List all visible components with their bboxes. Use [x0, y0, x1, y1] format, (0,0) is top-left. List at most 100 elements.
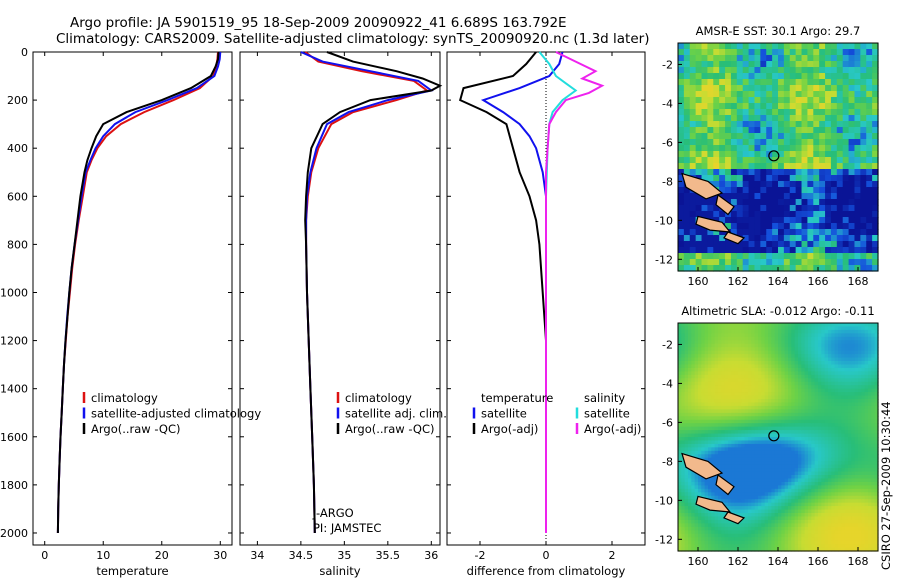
heatmap-cell	[790, 133, 796, 140]
heatmap-cell	[843, 175, 849, 182]
heatmap-cell	[749, 127, 755, 134]
heatmap-cell	[766, 193, 772, 200]
heatmap-cell	[707, 151, 713, 158]
heatmap-cell	[813, 193, 819, 200]
heatmap-cell	[796, 115, 802, 122]
heatmap-cell	[813, 157, 819, 164]
heatmap-cell	[766, 247, 772, 254]
x-axis-label: salinity	[319, 564, 360, 578]
heatmap-cell	[784, 91, 790, 98]
heatmap-cell	[737, 157, 743, 164]
heatmap-cell	[825, 253, 831, 260]
heatmap-cell	[860, 85, 866, 92]
heatmap-cell	[843, 163, 849, 170]
heatmap-cell	[802, 229, 808, 236]
heatmap-cell	[849, 145, 855, 152]
heatmap-cell	[760, 103, 766, 110]
heatmap-cell	[784, 85, 790, 92]
heatmap-cell	[813, 175, 819, 182]
heatmap-cell	[790, 157, 796, 164]
heatmap-cell	[807, 97, 813, 104]
heatmap-cell	[790, 235, 796, 242]
heatmap-cell	[684, 61, 690, 68]
x-tick-label: 162	[728, 275, 749, 288]
heatmap-cell	[860, 163, 866, 170]
heatmap-cell	[737, 187, 743, 194]
heatmap-cell	[737, 91, 743, 98]
heatmap-cell	[696, 49, 702, 56]
heatmap-cell	[678, 163, 684, 170]
heatmap-cell	[678, 181, 684, 188]
heatmap-cell	[696, 109, 702, 116]
heatmap-cell	[831, 85, 837, 92]
heatmap-cell	[849, 199, 855, 206]
heatmap-cell	[860, 211, 866, 218]
heatmap-cell	[725, 49, 731, 56]
heatmap-cell	[843, 199, 849, 206]
heatmap-cell	[831, 67, 837, 74]
heatmap-cell	[766, 115, 772, 122]
heatmap-cell	[807, 175, 813, 182]
heatmap-cell	[719, 97, 725, 104]
heatmap-cell	[702, 115, 708, 122]
heatmap-cell	[719, 151, 725, 158]
heatmap-cell	[707, 205, 713, 212]
heatmap-cell	[719, 181, 725, 188]
heatmap-cell	[772, 253, 778, 260]
heatmap-cell	[837, 43, 843, 50]
heatmap-cell	[837, 121, 843, 128]
heatmap-cell	[837, 109, 843, 116]
heatmap-cell	[860, 169, 866, 176]
heatmap-cell	[713, 145, 719, 152]
heatmap-cell	[772, 259, 778, 266]
heatmap-cell	[737, 103, 743, 110]
heatmap-cell	[713, 259, 719, 266]
heatmap-cell	[754, 67, 760, 74]
heatmap-cell	[784, 229, 790, 236]
heatmap-cell	[766, 139, 772, 146]
heatmap-cell	[778, 193, 784, 200]
heatmap-cell	[702, 67, 708, 74]
heatmap-cell	[684, 55, 690, 62]
heatmap-cell	[843, 241, 849, 248]
heatmap-cell	[866, 157, 872, 164]
heatmap-cell	[831, 241, 837, 248]
heatmap-cell	[854, 247, 860, 254]
heatmap-cell	[684, 85, 690, 92]
heatmap-cell	[719, 55, 725, 62]
heatmap-cell	[696, 67, 702, 74]
heatmap-cell	[719, 49, 725, 56]
heatmap-cell	[766, 241, 772, 248]
heatmap-cell	[749, 193, 755, 200]
heatmap-cell	[784, 55, 790, 62]
heatmap-cell	[760, 133, 766, 140]
heatmap-cell	[743, 151, 749, 158]
heatmap-cell	[737, 67, 743, 74]
heatmap-cell	[772, 229, 778, 236]
heatmap-cell	[749, 145, 755, 152]
heatmap-cell	[713, 157, 719, 164]
heatmap-cell	[802, 109, 808, 116]
heatmap-cell	[831, 49, 837, 56]
heatmap-cell	[725, 163, 731, 170]
heatmap-cell	[743, 91, 749, 98]
heatmap-cell	[819, 49, 825, 56]
heatmap-cell	[707, 235, 713, 242]
heatmap-cell	[813, 73, 819, 80]
heatmap-cell	[831, 217, 837, 224]
heatmap-cell	[737, 193, 743, 200]
heatmap-cell	[843, 121, 849, 128]
heatmap-cell	[778, 253, 784, 260]
heatmap-cell	[713, 109, 719, 116]
heatmap-cell	[743, 97, 749, 104]
y-tick-label: -4	[662, 97, 673, 110]
heatmap-cell	[866, 127, 872, 134]
heatmap-cell	[813, 91, 819, 98]
heatmap-cell	[849, 169, 855, 176]
heatmap-cell	[760, 145, 766, 152]
heatmap-cell	[784, 79, 790, 86]
heatmap-cell	[749, 253, 755, 260]
heatmap-cell	[866, 199, 872, 206]
heatmap-cell	[790, 211, 796, 218]
heatmap-cell	[796, 151, 802, 158]
